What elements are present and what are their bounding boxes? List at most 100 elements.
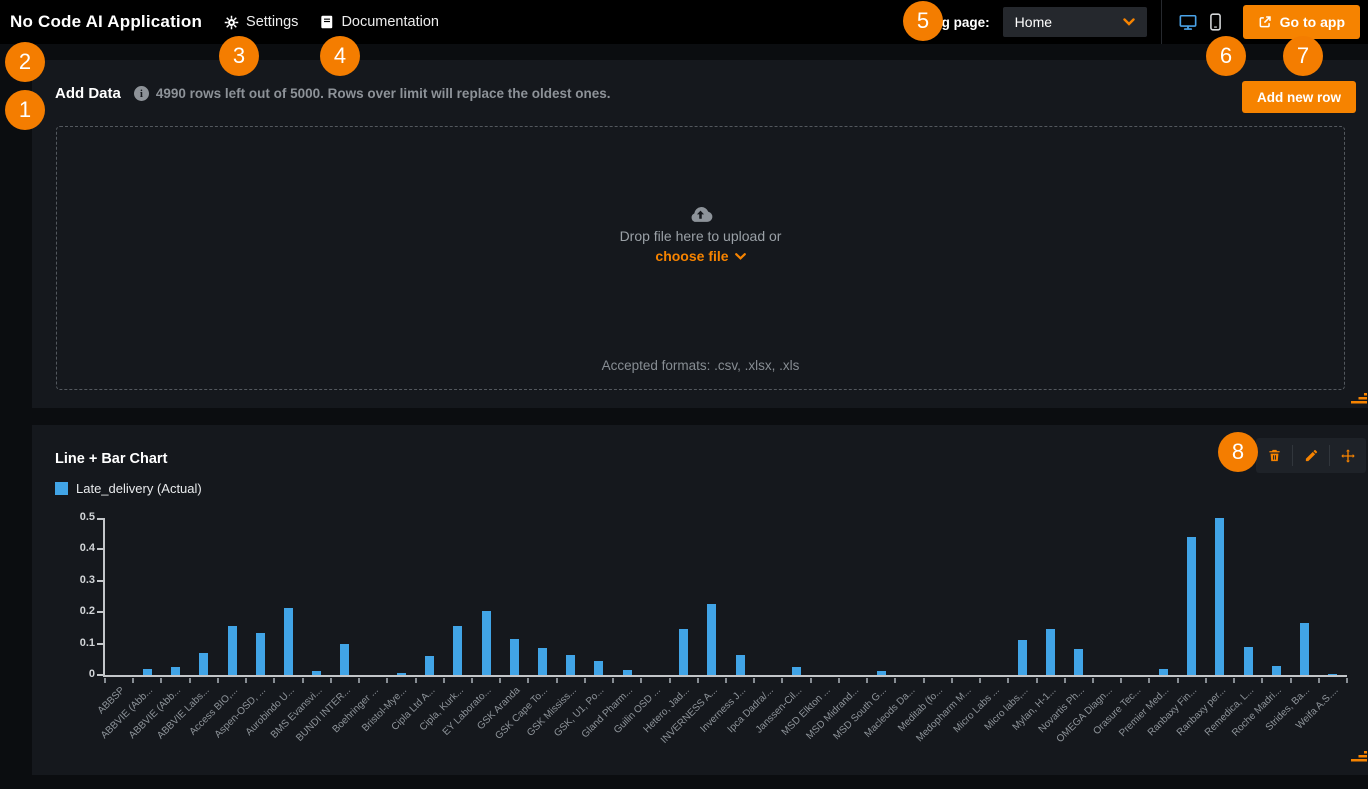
x-tick-mark <box>1035 678 1038 683</box>
bar-Cipla, Kurk... <box>453 626 463 675</box>
x-tick-mark <box>1176 678 1179 683</box>
x-tick-mark <box>640 678 643 683</box>
y-tick-mark <box>97 518 103 520</box>
bar-Gland Pharm... <box>622 670 632 675</box>
bar-Cipla Ltd A... <box>425 656 435 675</box>
panel-resize-handle[interactable] <box>1351 750 1367 762</box>
x-tick-mark <box>668 678 671 683</box>
annotation-badge-3: 3 <box>219 36 259 76</box>
bar-BUNDI INTER... <box>340 643 350 675</box>
chart-widget-actions <box>1256 438 1366 473</box>
x-tick-mark <box>1233 678 1236 683</box>
add-new-row-button[interactable]: Add new row <box>1242 81 1356 113</box>
x-tick-mark <box>1261 678 1264 683</box>
y-axis-label: 0 <box>88 668 95 680</box>
x-tick-mark <box>837 678 840 683</box>
x-tick-mark <box>866 678 869 683</box>
x-tick-mark <box>273 678 276 683</box>
actions-divider <box>1329 445 1330 466</box>
bar-Weifa A.S.... <box>1328 674 1338 675</box>
choose-file-link[interactable]: choose file <box>655 248 746 264</box>
bar-Roche Madri... <box>1271 665 1281 675</box>
x-tick-mark <box>979 678 982 683</box>
move-icon <box>1340 448 1356 464</box>
choose-file-label: choose file <box>655 248 729 264</box>
delete-widget-button[interactable] <box>1256 438 1292 473</box>
x-tick-mark <box>1289 678 1292 683</box>
edit-widget-button[interactable] <box>1293 438 1329 473</box>
documentation-label: Documentation <box>341 14 439 30</box>
file-dropzone[interactable]: Drop file here to upload or choose file … <box>56 126 1345 390</box>
settings-label: Settings <box>246 14 299 30</box>
move-widget-button[interactable] <box>1330 438 1366 473</box>
bar-EY Laborato... <box>481 610 491 675</box>
pencil-icon <box>1304 448 1319 463</box>
x-tick-mark <box>1317 678 1320 683</box>
y-tick-mark <box>97 548 103 551</box>
go-to-app-label: Go to app <box>1279 14 1345 30</box>
y-tick-mark <box>97 579 103 582</box>
x-tick-mark <box>499 678 502 683</box>
bar-INVERNESS A... <box>707 604 717 675</box>
bar-Ranbaxy per... <box>1215 518 1225 675</box>
dropzone-content: Drop file here to upload or choose file <box>57 205 1344 264</box>
documentation-button[interactable]: Documentation <box>320 14 439 30</box>
y-tick-mark <box>97 611 103 614</box>
bar-Premier Med... <box>1159 668 1169 675</box>
x-tick-mark <box>104 678 106 683</box>
x-tick-mark <box>725 678 727 683</box>
bar-GSK Mississ... <box>566 654 576 675</box>
annotation-badge-7: 7 <box>1283 36 1323 76</box>
bar-Mylan, H-1... <box>1046 629 1056 675</box>
x-tick-mark <box>358 678 361 683</box>
x-tick-mark <box>160 678 163 683</box>
x-tick-mark <box>1063 678 1066 683</box>
dropzone-hint: Drop file here to upload or <box>619 228 782 244</box>
settings-button[interactable]: Settings <box>224 14 298 30</box>
accepted-formats-text: Accepted formats: .csv, .xlsx, .xls <box>601 358 800 373</box>
navbar: No Code AI Application Settings <box>0 0 1368 44</box>
chart-header: Line + Bar Chart <box>55 451 167 467</box>
row-limit-text: 4990 rows left out of 5000. Rows over li… <box>155 86 611 101</box>
x-tick-mark <box>1346 678 1348 683</box>
annotation-badge-6: 6 <box>1206 36 1246 76</box>
annotation-badge-5: 5 <box>903 1 943 41</box>
x-tick-mark <box>301 678 304 683</box>
page-select[interactable]: Home <box>1002 7 1147 37</box>
mobile-preview-icon[interactable] <box>1209 13 1221 31</box>
add-data-header: Add Data i 4990 rows left out of 5000. R… <box>55 85 610 102</box>
annotation-badge-4: 4 <box>320 36 360 76</box>
actions-divider <box>1292 445 1293 466</box>
x-tick-mark <box>1148 678 1151 683</box>
bar-Novartis Ph... <box>1074 648 1084 675</box>
bar-Access BIO,... <box>227 626 237 675</box>
x-tick-mark <box>442 678 445 683</box>
x-tick-mark <box>894 678 897 683</box>
x-tick-mark <box>809 678 812 683</box>
annotation-badge-2: 2 <box>5 42 45 82</box>
y-axis-label: 0.2 <box>79 605 95 618</box>
chart-legend[interactable]: Late_delivery (Actual) <box>55 481 202 496</box>
desktop-preview-icon[interactable] <box>1179 14 1197 31</box>
bar-BMS Evansvi... <box>312 671 322 675</box>
x-tick-mark <box>386 678 389 683</box>
bar-Hetero, Jad... <box>679 629 689 675</box>
annotation-badge-1: 1 <box>5 90 45 130</box>
trash-icon <box>1267 448 1282 463</box>
chart-section: Line + Bar Chart Late_delivery (Actual) … <box>32 425 1368 775</box>
add-data-section: Add Data i 4990 rows left out of 5000. R… <box>32 60 1368 408</box>
navbar-divider <box>1160 0 1162 44</box>
app-title: No Code AI Application <box>10 12 203 31</box>
x-tick-mark <box>188 678 191 683</box>
x-tick-mark <box>1091 678 1094 683</box>
bar-ABBVIE (Abb... <box>142 668 152 675</box>
external-link-icon <box>1258 15 1272 29</box>
y-axis-label: 0.3 <box>79 573 95 586</box>
x-tick-mark <box>555 678 558 683</box>
panel-resize-handle[interactable] <box>1351 392 1367 404</box>
x-tick-mark <box>1120 678 1123 683</box>
x-tick-mark <box>583 678 586 683</box>
go-to-app-button[interactable]: Go to app <box>1242 5 1360 39</box>
bar-Ranbaxy Fin... <box>1187 536 1197 675</box>
